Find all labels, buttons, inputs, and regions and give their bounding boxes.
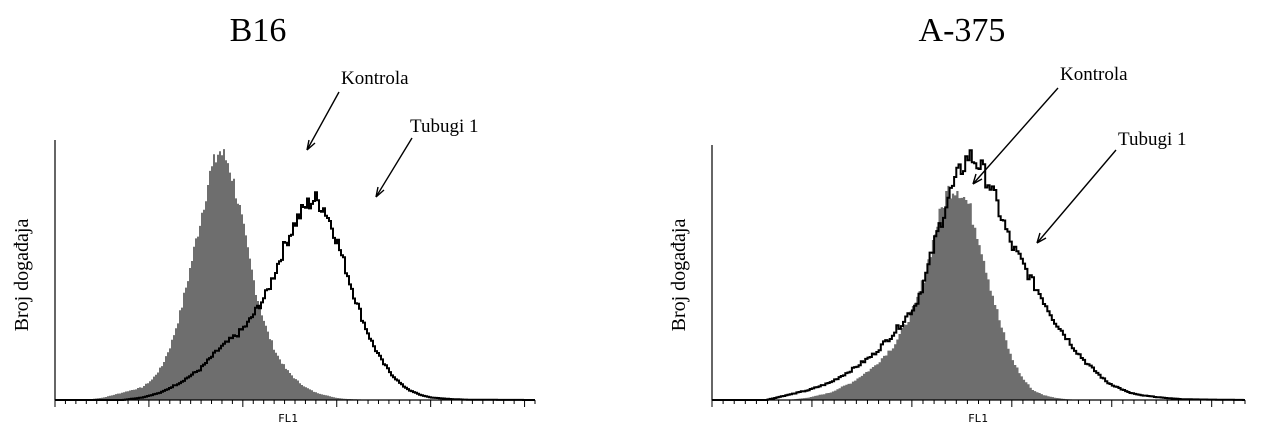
annotation-arrow-kontrola — [972, 87, 1059, 185]
annotation-kontrola: Kontrola — [341, 68, 409, 89]
annotation-arrowhead-kontrola — [306, 139, 316, 151]
chart-title: B16 — [230, 12, 287, 49]
annotation-arrowhead-kontrola — [972, 173, 983, 185]
chart-title: A-375 — [919, 12, 1006, 49]
annotation-arrowhead-tubugi-1 — [375, 186, 385, 198]
annotation-arrow-tubugi-1 — [375, 137, 413, 198]
histogram-panel-b16: B16 Broj događaja FL1 Kontrola Tubugi 1 — [11, 12, 536, 425]
histogram-tubugi-1-outline — [712, 149, 1245, 401]
histogram-kontrola-filled — [55, 149, 535, 400]
plot-area — [54, 140, 536, 407]
x-axis-label: FL1 — [968, 412, 988, 425]
histogram-tubugi-1-outline — [55, 191, 535, 401]
annotation-arrow-tubugi-1 — [1036, 149, 1117, 244]
annotation-tubugi-1: Tubugi 1 — [1118, 129, 1186, 150]
x-axis-label: FL1 — [278, 412, 298, 425]
y-axis-label: Broj događaja — [11, 219, 33, 332]
annotation-arrowhead-tubugi-1 — [1036, 232, 1047, 244]
histogram-panel-a375: A-375 Broj događaja FL1 Kontrola Tubugi … — [668, 12, 1246, 425]
plot-area — [711, 145, 1246, 407]
annotation-kontrola: Kontrola — [1060, 64, 1128, 85]
annotation-arrow-kontrola — [306, 91, 340, 151]
histogram-kontrola-filled — [712, 185, 1245, 400]
annotation-tubugi-1: Tubugi 1 — [410, 116, 478, 137]
y-axis-label: Broj događaja — [668, 219, 690, 332]
